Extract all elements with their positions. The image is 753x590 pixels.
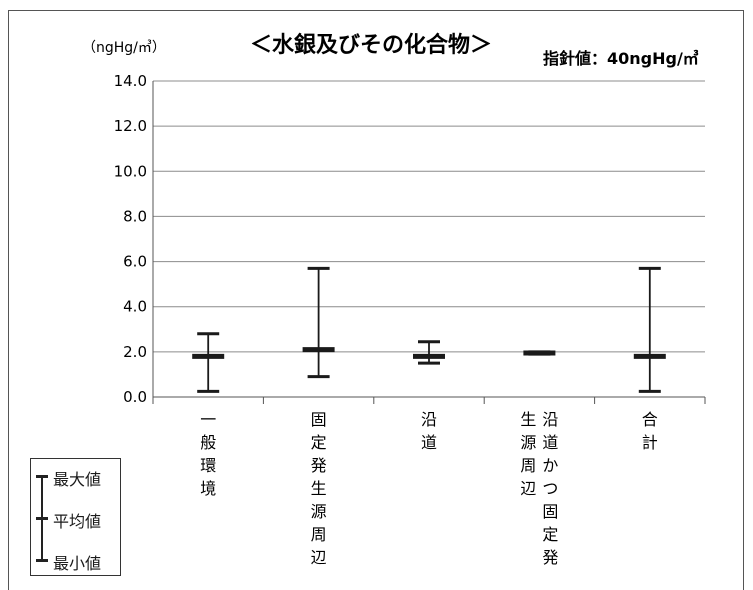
category-label-char: 辺	[520, 479, 536, 498]
category-label-char: 生	[311, 479, 327, 498]
y-unit-label: （ngHg/㎥）	[82, 40, 166, 56]
y-tick-label: 2.0	[123, 343, 147, 361]
category-label-char: 計	[642, 433, 658, 452]
category-label-char: 源	[311, 502, 327, 521]
legend: 最大値 平均値 最小値	[30, 458, 121, 576]
y-tick-label: 4.0	[123, 298, 147, 316]
y-tick-label: 8.0	[123, 207, 147, 225]
category-label-char: 定	[311, 433, 327, 452]
legend-min-label: 最小値	[53, 554, 102, 573]
category-label-char: 一	[200, 410, 216, 429]
category-label-char: 道	[421, 433, 437, 452]
category-label-char: 沿	[421, 410, 437, 429]
category-label-char: つ	[542, 479, 558, 498]
category-label-char: 環	[200, 456, 216, 475]
legend-mean-label: 平均値	[53, 512, 102, 531]
category-label-char: 定	[542, 525, 558, 544]
y-tick-label: 12.0	[114, 117, 147, 135]
category-label-char: 周	[311, 525, 327, 544]
category-label-char: 沿	[542, 410, 558, 429]
category-label-char: 境	[200, 479, 216, 498]
legend-max-tick-icon	[36, 475, 48, 478]
guideline-value: 指針値：40ngHg/㎥	[543, 49, 699, 68]
category-label-char: か	[542, 456, 558, 475]
legend-max-label: 最大値	[53, 470, 102, 489]
x-axis	[152, 81, 706, 404]
category-label-char: 固	[542, 502, 558, 521]
category-label-char: 辺	[311, 548, 327, 567]
chart-title: ＜水銀及びその化合物＞	[250, 32, 492, 58]
y-tick-label: 6.0	[123, 253, 147, 271]
category-label-char: 生	[520, 410, 536, 429]
chart-frame	[8, 10, 744, 590]
y-tick-label: 14.0	[114, 72, 147, 90]
category-label-char: 道	[542, 433, 558, 452]
category-label-char: 固	[311, 410, 327, 429]
error-bars	[192, 266, 666, 393]
category-label-char: 合	[642, 410, 658, 429]
grid-lines	[153, 80, 705, 353]
y-tick-label: 0.0	[123, 388, 147, 406]
category-label-char: 源	[520, 433, 536, 452]
category-label-char: 発	[542, 548, 558, 567]
y-tick-label: 10.0	[114, 162, 147, 180]
category-label-char: 般	[200, 433, 216, 452]
category-label-char: 周	[520, 456, 536, 475]
legend-min-tick-icon	[36, 559, 48, 562]
legend-mean-tick-icon	[36, 517, 48, 520]
category-label-char: 発	[311, 456, 327, 475]
y-tick-labels: 0.0 2.0 4.0 6.0 8.0 10.0 12.0 14.0	[114, 72, 147, 406]
